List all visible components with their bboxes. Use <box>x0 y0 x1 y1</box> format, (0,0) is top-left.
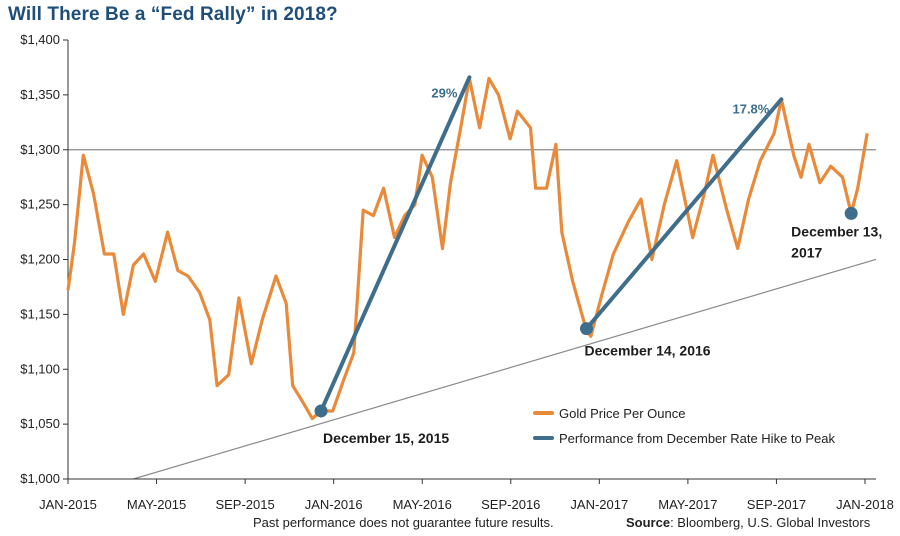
source-note: Source: Bloomberg, U.S. Global Investors <box>626 515 870 530</box>
marker-label: 2017 <box>791 244 822 260</box>
x-tick-label: JAN-2018 <box>836 497 894 512</box>
performance-label: 17.8% <box>732 101 769 116</box>
y-tick-label: $1,100 <box>20 361 60 376</box>
y-tick-label: $1,400 <box>20 32 60 47</box>
y-tick-label: $1,150 <box>20 306 60 321</box>
marker-label: December 15, 2015 <box>323 430 449 446</box>
y-tick-label: $1,050 <box>20 416 60 431</box>
disclaimer: Past performance does not guarantee futu… <box>253 515 554 530</box>
x-tick-label: MAY-2015 <box>127 497 186 512</box>
y-tick-label: $1,000 <box>20 471 60 486</box>
x-tick-label: MAY-2017 <box>658 497 717 512</box>
y-tick-label: $1,350 <box>20 87 60 102</box>
trend-line <box>133 258 876 479</box>
y-tick-label: $1,300 <box>20 142 60 157</box>
source-label: Source <box>626 515 671 530</box>
gold-price-line <box>66 76 869 421</box>
legend-label: Performance from December Rate Hike to P… <box>559 431 835 446</box>
x-tick-label: SEP-2017 <box>747 497 806 512</box>
chart-title: Will There Be a “Fed Rally” in 2018? <box>8 4 338 25</box>
rate-hike-marker <box>314 404 328 418</box>
rate-hike-marker <box>844 206 858 220</box>
x-tick-label: SEP-2016 <box>481 497 540 512</box>
source-text: : Bloomberg, U.S. Global Investors <box>670 515 871 530</box>
x-tick-label: JAN-2015 <box>39 497 97 512</box>
rate-hike-marker <box>579 322 593 336</box>
performance-label: 29% <box>431 85 457 100</box>
x-tick-label: JAN-2017 <box>570 497 628 512</box>
marker-label: December 13, <box>791 223 882 239</box>
x-tick-label: JAN-2016 <box>305 497 363 512</box>
x-tick-label: SEP-2015 <box>215 497 274 512</box>
legend-label: Gold Price Per Ounce <box>559 406 685 421</box>
x-tick-label: MAY-2016 <box>393 497 452 512</box>
y-tick-label: $1,250 <box>20 197 60 212</box>
performance-line <box>584 97 784 331</box>
performance-line <box>319 75 472 413</box>
y-tick-label: $1,200 <box>20 252 60 267</box>
marker-label: December 14, 2016 <box>584 343 710 359</box>
